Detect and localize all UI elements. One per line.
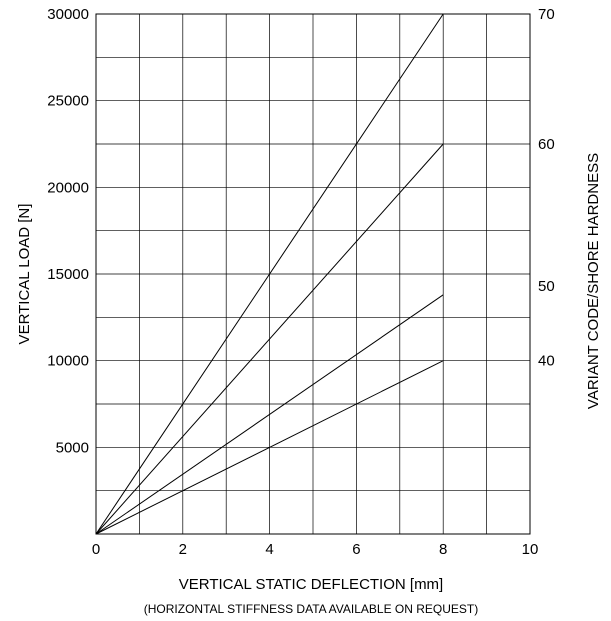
x-tick-label: 8	[439, 541, 447, 558]
right-axis-label: 50	[538, 278, 555, 295]
series-lines	[95, 13, 444, 535]
x-axis-title: VERTICAL STATIC DEFLECTION [mm]	[179, 576, 443, 593]
right-axis-label: 60	[538, 136, 555, 153]
series-line-40	[95, 360, 444, 535]
right-axis-labels: 70 60 50 40	[538, 6, 555, 370]
y-tick-label: 10000	[47, 353, 89, 370]
x-tick-labels: 0 2 4 6 8 10	[92, 541, 539, 558]
plot-frame	[95, 13, 531, 535]
y-tick-label: 15000	[47, 266, 89, 283]
y-tick-labels: 5000 10000 15000 20000 25000 30000	[47, 6, 89, 456]
x-tick-label: 4	[265, 541, 273, 558]
right-axis-label: 40	[538, 353, 555, 370]
y-axis-title: VERTICAL LOAD [N]	[16, 204, 33, 345]
right-axis-title: VARIANT CODE/SHORE HARDNESS	[585, 153, 602, 409]
series-line-70	[95, 13, 444, 535]
y-tick-label: 25000	[47, 93, 89, 110]
right-axis-label: 70	[538, 6, 555, 23]
x-tick-label: 2	[179, 541, 187, 558]
y-tick-label: 30000	[47, 6, 89, 23]
x-tick-label: 6	[352, 541, 360, 558]
series-line-60	[95, 143, 444, 535]
y-tick-label: 5000	[56, 439, 89, 456]
x-tick-label: 0	[92, 541, 100, 558]
chart-note: (HORIZONTAL STIFFNESS DATA AVAILABLE ON …	[144, 602, 479, 616]
grid	[96, 14, 530, 534]
y-tick-label: 20000	[47, 179, 89, 196]
series-line-50	[95, 294, 444, 535]
x-tick-label: 10	[522, 541, 539, 558]
